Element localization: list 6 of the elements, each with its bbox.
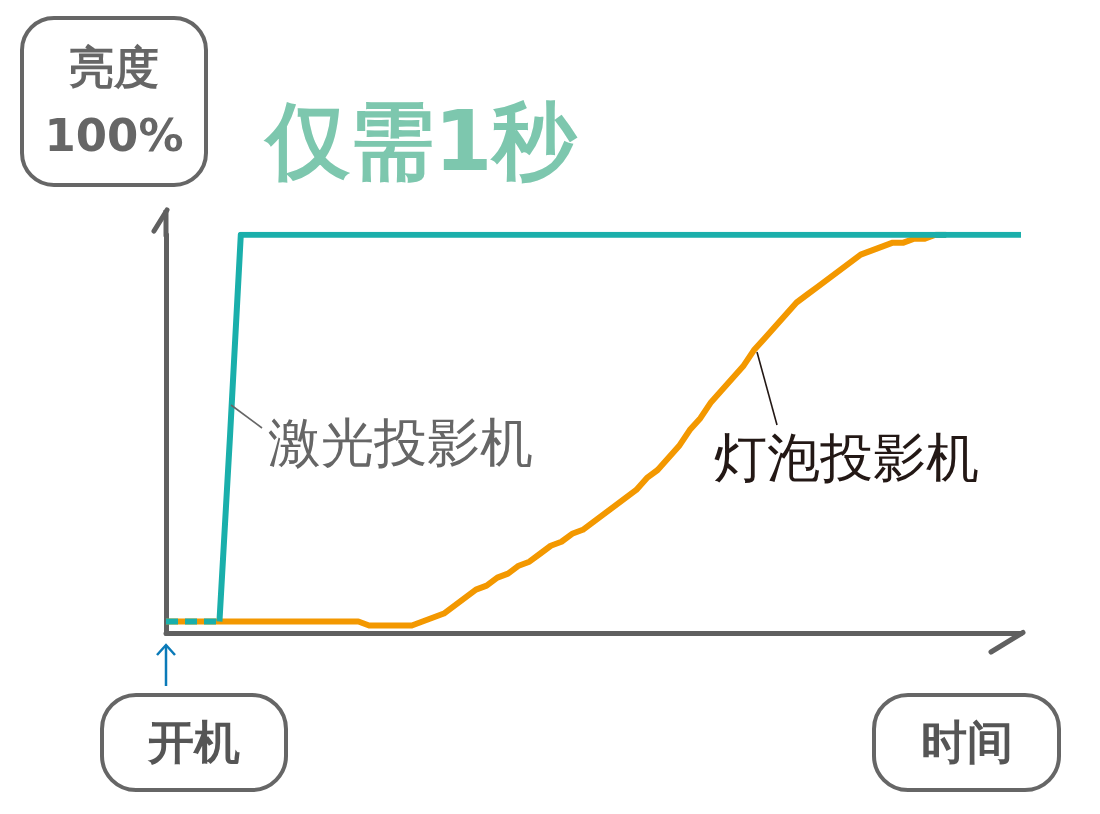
y-axis-title: 亮度 100% <box>43 39 185 164</box>
x-axis-title: 时间 <box>920 713 1013 771</box>
series-label: 激光投影机 <box>268 411 533 473</box>
series-label: 灯泡投影机 <box>714 426 979 488</box>
text: 开机 <box>148 713 240 771</box>
chart-title: 仅需1秒 <box>266 92 577 190</box>
